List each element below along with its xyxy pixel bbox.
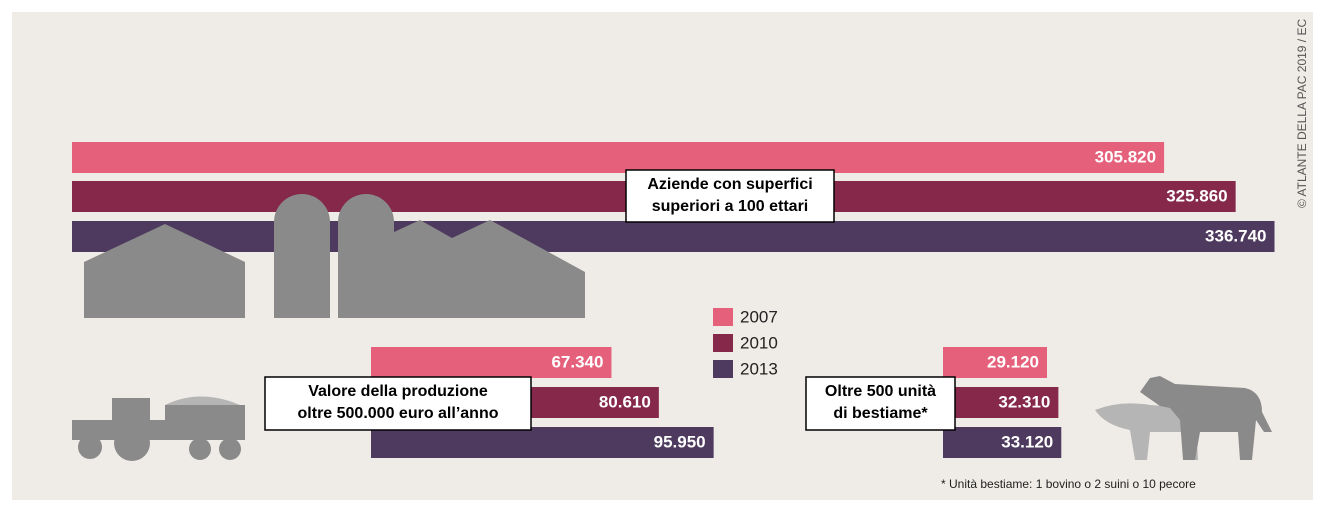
- value-label: 80.610: [599, 392, 651, 411]
- value-label: 33.120: [1001, 432, 1053, 451]
- legend-label: 2010: [740, 333, 778, 352]
- legend-label: 2007: [740, 307, 778, 326]
- legend-swatch: [713, 308, 733, 326]
- value-label: 325.860: [1166, 186, 1227, 205]
- group-label: Aziende con superfici: [647, 176, 812, 193]
- value-label: 95.950: [654, 432, 706, 451]
- wheel: [78, 435, 102, 459]
- wheel: [219, 438, 241, 460]
- footnote: * Unità bestiame: 1 bovino o 2 suini o 1…: [941, 477, 1196, 491]
- value-label: 305.820: [1095, 147, 1156, 166]
- value-label: 29.120: [987, 352, 1039, 371]
- wheel: [189, 438, 211, 460]
- bar: [72, 142, 1164, 173]
- group-label: superiori a 100 ettari: [652, 198, 809, 215]
- infographic: 305.820 325.860 336.740 67.340 80.610 95.950 2…: [0, 0, 1325, 515]
- legend-label: 2013: [740, 359, 778, 378]
- group-label: Valore della produzione: [308, 383, 488, 400]
- value-label: 336.740: [1205, 226, 1266, 245]
- value-label: 32.310: [998, 392, 1050, 411]
- value-label: 67.340: [551, 352, 603, 371]
- group-label: oltre 500.000 euro all’anno: [298, 405, 499, 422]
- group-label: Oltre 500 unità: [825, 383, 936, 400]
- legend-swatch: [713, 360, 733, 378]
- legend-swatch: [713, 334, 733, 352]
- bar: [72, 221, 1274, 252]
- source: © ATLANTE DELLA PAC 2019 / EC: [1295, 19, 1309, 208]
- wheel: [114, 425, 150, 461]
- silo-icon: [274, 194, 330, 318]
- group-label: di bestiame*: [833, 405, 928, 422]
